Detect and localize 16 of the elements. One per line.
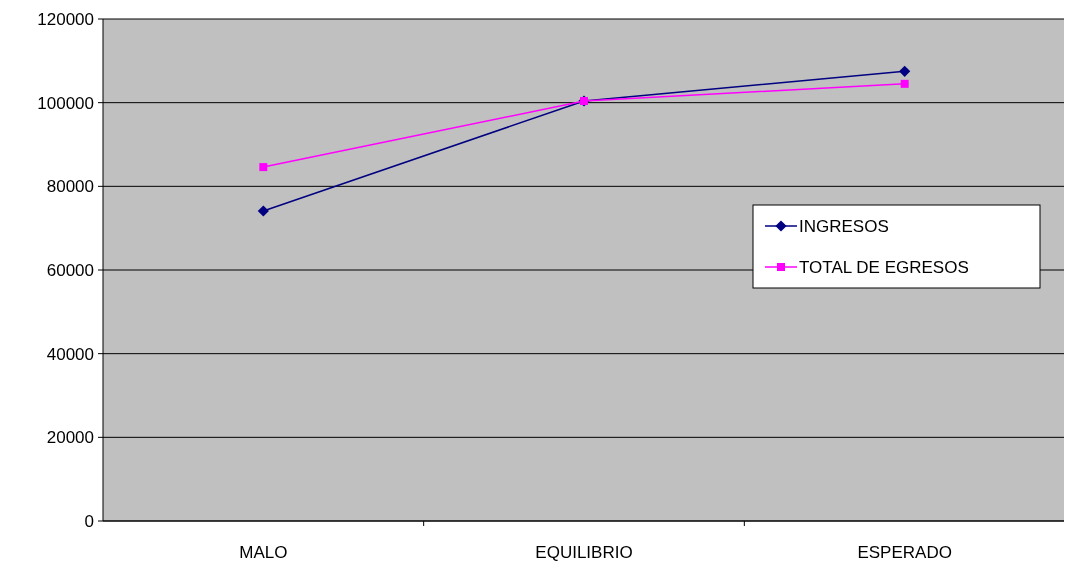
legend-label: TOTAL DE EGRESOS [799, 257, 969, 277]
point [899, 65, 911, 77]
y-tick-label: 80000 [46, 177, 94, 197]
y-tick-label: 60000 [46, 260, 94, 280]
x-tick-label: ESPERADO [857, 543, 952, 562]
y-tick-label: 40000 [46, 344, 94, 364]
legend-label: INGRESOS [799, 216, 889, 236]
point [257, 205, 269, 217]
y-tick-label: 120000 [37, 9, 94, 29]
y-tick-label: 100000 [37, 93, 94, 113]
point [259, 163, 268, 172]
y-tick-label: 20000 [46, 428, 94, 448]
y-tick-label: 0 [84, 511, 94, 531]
point [900, 79, 909, 88]
x-tick-label: MALO [239, 543, 288, 562]
x-tick-label: EQUILIBRIO [535, 543, 633, 562]
